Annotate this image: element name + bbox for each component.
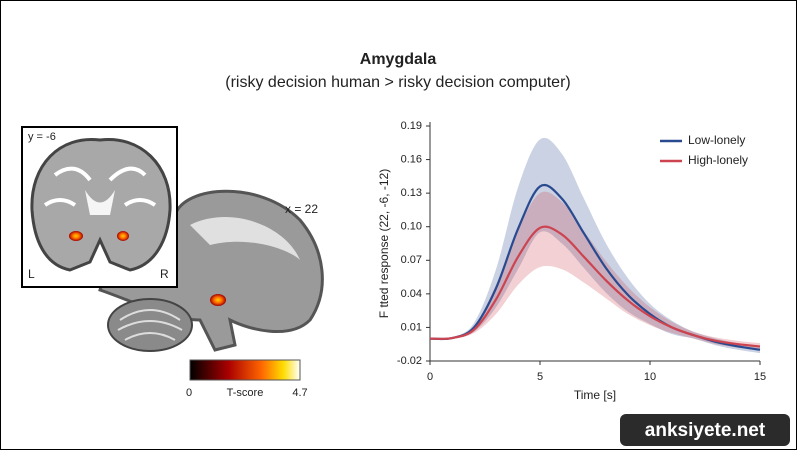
confidence-band: [430, 191, 760, 350]
title: Amygdala: [360, 51, 437, 68]
y-tick-label: 0.04: [401, 288, 422, 300]
coronal-inset: y = -6 L R: [21, 126, 178, 288]
y-axis-label: F tted response (22, -6, -12): [377, 169, 391, 318]
line-chart: -0.02 0.01 0.04 0.07 0.10 0.13 0.16 0.19 0 5 10 15 T…: [377, 120, 766, 402]
y-tick-label: 0.01: [401, 321, 422, 333]
right-label: R: [160, 267, 169, 281]
watermark-box: [620, 414, 790, 446]
x-tick-label: 10: [644, 371, 656, 383]
colorbar-max: 4.7: [292, 387, 307, 399]
y-tick-label: 0.19: [401, 120, 422, 132]
colorbar-min: 0: [186, 387, 192, 399]
x-tick-label: 5: [537, 371, 543, 383]
y-tick-label: 0.16: [401, 153, 422, 165]
watermark: anksiyete.net: [645, 420, 766, 441]
colorbar-label: T-score: [227, 387, 264, 399]
y-tick-label: 0.07: [401, 254, 422, 266]
colorbar: [189, 359, 301, 381]
x-tick-label: 15: [754, 371, 766, 383]
coronal-label: y = -6: [28, 131, 56, 143]
line: [429, 225, 761, 348]
legend-label: Low-lonely: [688, 133, 745, 147]
legend-label: High-lonely: [688, 153, 748, 167]
x-tick-label: 0: [427, 371, 433, 383]
y-tick-label: 0.10: [401, 221, 422, 233]
x-axis-label: Time [s]: [574, 388, 616, 402]
subtitle: (risky decision human > risky decision c…: [225, 74, 570, 91]
confidence-band: [430, 137, 760, 354]
y-tick-label: 0.13: [401, 187, 422, 199]
left-label: L: [28, 267, 35, 281]
sagittal-label: x = 22: [285, 202, 318, 216]
y-tick-label: -0.02: [397, 355, 422, 367]
